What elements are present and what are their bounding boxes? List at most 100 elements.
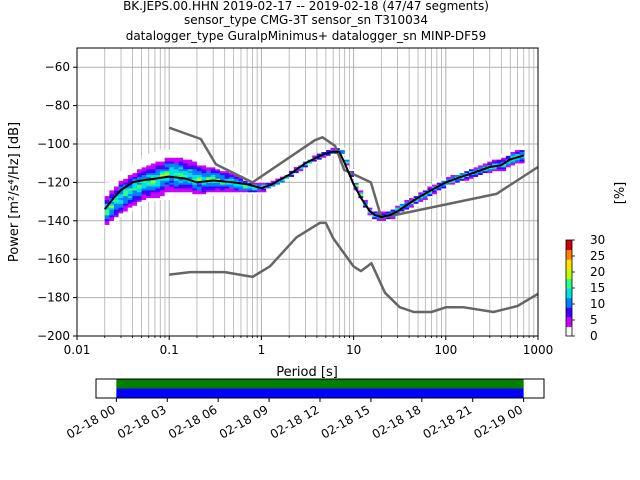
psd-cell xyxy=(478,174,484,177)
psd-cell xyxy=(206,172,212,176)
psd-cell xyxy=(344,163,350,166)
psd-cell xyxy=(150,180,156,183)
psd-cell xyxy=(104,199,110,202)
psd-cell xyxy=(496,157,502,160)
psd-cell xyxy=(113,174,119,177)
psd-cell xyxy=(113,186,119,189)
psd-cell xyxy=(160,149,165,152)
psd-cell xyxy=(233,188,239,191)
psd-cell xyxy=(104,211,110,214)
psd-cell xyxy=(146,182,152,185)
psd-cell xyxy=(169,167,175,170)
psd-cell xyxy=(173,161,179,164)
psd-cell xyxy=(473,168,479,172)
psd-cell xyxy=(123,182,129,185)
psd-cell xyxy=(146,155,152,158)
psd-cell xyxy=(104,201,110,204)
psd-cell xyxy=(229,192,235,195)
psd-cell xyxy=(109,209,115,212)
psd-cell xyxy=(515,149,520,152)
colorbar-segment xyxy=(566,307,572,318)
psd-cell xyxy=(155,153,161,156)
psd-cell xyxy=(468,165,474,168)
psd-cell xyxy=(137,170,142,174)
psd-cell xyxy=(206,174,212,177)
psd-cell xyxy=(109,220,115,224)
psd-cell xyxy=(215,193,221,197)
timeline-tick-label: 02-18 09 xyxy=(217,402,271,441)
psd-cell xyxy=(127,188,133,191)
x-tick-label: 0.01 xyxy=(64,343,91,357)
timeline-tick-label: 02-18 06 xyxy=(166,402,220,441)
psd-cell xyxy=(275,182,281,185)
psd-cell xyxy=(445,184,451,187)
psd-cell xyxy=(183,157,189,160)
psd-cell xyxy=(104,188,110,191)
psd-cell xyxy=(169,149,175,152)
psd-cell xyxy=(441,178,447,181)
psd-cell xyxy=(510,149,516,152)
psd-cell xyxy=(118,209,124,212)
psd-cell xyxy=(519,157,525,160)
psd-cell xyxy=(201,188,207,191)
psd-cell xyxy=(491,159,497,162)
psd-cell xyxy=(510,147,516,151)
psd-cell xyxy=(307,163,313,166)
psd-cell xyxy=(155,195,161,199)
psd-cell xyxy=(367,205,373,208)
psd-cell xyxy=(150,192,156,195)
psd-cell xyxy=(169,178,175,181)
psd-cell xyxy=(183,165,189,168)
psd-cell xyxy=(164,184,170,187)
psd-cell xyxy=(178,157,184,160)
psd-cell xyxy=(187,193,193,197)
psd-cell xyxy=(395,203,401,206)
psd-cell xyxy=(123,190,129,193)
psd-cell xyxy=(132,184,138,187)
psd-cell xyxy=(201,170,207,174)
psd-cell xyxy=(409,203,414,206)
psd-cell xyxy=(206,163,212,166)
psd-cell xyxy=(123,188,129,191)
psd-cell xyxy=(482,159,488,162)
psd-cell xyxy=(505,161,511,164)
psd-cell xyxy=(178,149,184,152)
psd-cell xyxy=(192,195,198,199)
psd-cell xyxy=(183,193,189,197)
psd-cell xyxy=(464,168,470,172)
psd-cell xyxy=(173,151,179,154)
psd-cell xyxy=(505,163,511,166)
psd-cell xyxy=(196,159,202,162)
psd-cell xyxy=(215,172,221,176)
psd-cell xyxy=(459,172,465,176)
psd-cell xyxy=(137,197,142,200)
psd-cell xyxy=(141,157,147,160)
psd-cell xyxy=(404,201,410,204)
psd-cell xyxy=(146,192,152,195)
psd-cell xyxy=(113,197,119,200)
psd-cell xyxy=(206,182,212,185)
psd-cell xyxy=(164,186,170,189)
psd-cell xyxy=(164,153,170,156)
psd-cell xyxy=(164,197,170,200)
psd-cell xyxy=(215,176,221,179)
psd-cell xyxy=(326,147,331,151)
psd-cell xyxy=(192,170,198,174)
psd-cell xyxy=(137,174,142,177)
psd-cell xyxy=(164,190,170,193)
psd-cell xyxy=(339,151,345,154)
psd-cell xyxy=(109,190,115,193)
psd-cell xyxy=(210,182,216,185)
psd-cell xyxy=(183,151,189,154)
psd-cell xyxy=(362,197,368,200)
psd-cell xyxy=(362,199,368,202)
psd-cell xyxy=(201,193,207,197)
psd-cell xyxy=(201,186,207,189)
psd-cell xyxy=(210,167,216,170)
psd-cell xyxy=(215,182,221,185)
psd-cell xyxy=(104,220,110,224)
psd-cell xyxy=(192,190,198,193)
psd-cell xyxy=(192,161,198,164)
psd-cell xyxy=(137,159,142,162)
y-tick-label: −200 xyxy=(37,329,70,343)
